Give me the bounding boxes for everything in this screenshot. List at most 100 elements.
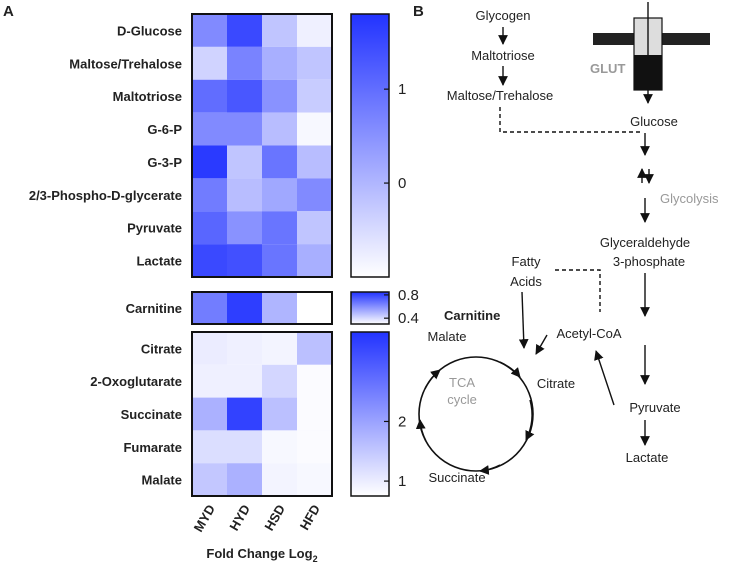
heatmap-cell [192,145,227,179]
heatmap-cell [192,430,227,464]
heatmap-cell [192,463,227,496]
heatmap-cell [262,46,297,80]
glut-label: GLUT [590,61,625,76]
column-label: MYD [191,502,218,535]
node: 3-phosphate [613,254,685,269]
node: Lactate [626,450,669,465]
heatmap-cell [297,463,332,496]
x-axis-label-text: Fold Change Log [206,546,312,561]
heatmap-cell [297,211,332,245]
heatmap-cell [227,332,262,365]
column-label: HSD [261,502,288,533]
row-label: Succinate [121,407,182,422]
heatmap-cell [297,332,332,365]
node: cycle [447,392,477,407]
dashed-link [499,107,640,133]
node: Pyruvate [629,400,680,415]
heatmap-cell [227,364,262,398]
heatmap-cell [262,79,297,113]
heatmap-cell [227,211,262,245]
row-label: Lactate [136,254,182,269]
x-axis-label-sub: 2 [313,554,318,564]
row-label: Fumarate [123,440,182,455]
node: Succinate [428,470,485,485]
colorbar [350,291,390,325]
row-label: G-6-P [147,122,182,137]
arrow [518,291,529,349]
panel-label: B [413,3,424,20]
node: Glycolysis [660,191,719,206]
heatmap-cell [297,292,332,324]
node: Carnitine [444,308,500,323]
tca-cycle [418,356,534,472]
heatmap-cell [297,178,332,212]
heatmap-cell [192,79,227,113]
heatmap-cell [297,430,332,464]
node: Malate [427,329,466,344]
row-label: 2-Oxoglutarate [90,374,182,389]
heatmap-cell [262,397,297,431]
dashed-link [555,269,601,312]
heatmap-cell [262,292,297,324]
row-label: Maltose/Trehalose [69,56,182,71]
row-label: G-3-P [147,155,182,170]
cycle-arrow [525,399,535,441]
heatmap-cell [297,364,332,398]
colorbar-tick-label: 1 [398,473,406,490]
colorbar [350,13,390,278]
heatmap-cell [262,332,297,365]
cycle-arrow [424,369,441,390]
node: Fatty [512,254,541,269]
x-axis-label: Fold Change Log2 [206,546,317,564]
heatmap-cell [192,292,227,324]
row-label: Pyruvate [127,221,182,236]
heatmap-cell [227,79,262,113]
cycle-arrow [415,419,427,442]
heatmap-cell [227,397,262,431]
heatmap-cell [262,112,297,146]
heatmap-cell [297,112,332,146]
heatmap-cell [297,14,332,47]
heatmap-cell [227,244,262,277]
colorbar-tick-label: 0.4 [398,310,419,327]
pathway-diagram: B GLUT Glycogen Maltotriose Maltose/Treh… [413,2,719,485]
row-label: Citrate [141,341,182,356]
heatmap-cell [297,46,332,80]
block-border [191,331,333,497]
heatmap-cell [262,244,297,277]
glut-transporter-base [634,55,662,90]
heatmap-cell [227,14,262,47]
heatmap-cell [262,430,297,464]
heatmap-cell [227,112,262,146]
heatmap-cell [192,364,227,398]
heatmap-cell [192,332,227,365]
heatmap-cell [262,211,297,245]
row-label: Maltotriose [113,89,182,104]
heatmap-panel: A Fold Change Log2 D-GlucoseMaltose/Treh… [3,3,419,564]
node: Glucose [630,114,678,129]
heatmap-cell [297,145,332,179]
cycle-arrow [499,361,521,378]
node: Glyceraldehyde [600,235,690,250]
row-label: 2/3-Phospho-D-glycerate [29,188,182,203]
heatmap-cell [262,14,297,47]
column-label: HFD [297,502,323,533]
heatmap-cell [192,178,227,212]
heatmap-cell [297,397,332,431]
heatmap-cell [227,46,262,80]
colorbar-tick-label: 0 [398,175,406,192]
heatmap-cell [227,463,262,496]
node: Citrate [537,376,575,391]
colorbar [350,331,390,497]
row-label: Carnitine [126,301,182,316]
heatmap-cell [262,178,297,212]
column-label: HYD [226,502,253,533]
heatmap-cell [192,211,227,245]
arrow [594,350,615,406]
heatmap-cell [262,145,297,179]
arrow [535,334,548,355]
heatmap-cell [262,463,297,496]
heatmap-cell [227,178,262,212]
heatmap-cell [227,145,262,179]
